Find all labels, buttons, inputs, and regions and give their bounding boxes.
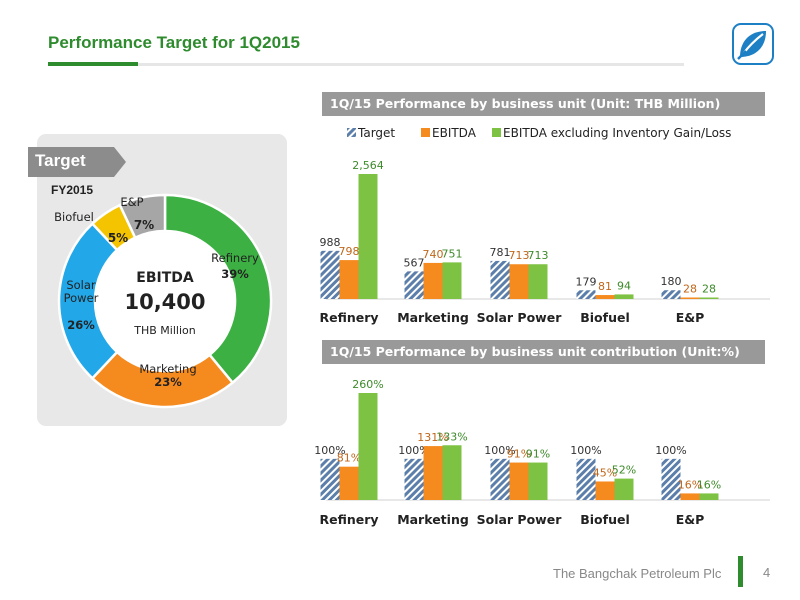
page-title: Performance Target for 1Q2015 — [48, 33, 300, 52]
chart2-category-label-0: Refinery — [319, 512, 378, 527]
chart2-bar-0-0 — [320, 458, 340, 500]
segment-label-marketing: Marketing 23% — [139, 362, 197, 390]
chart1-bar-2-2 — [528, 264, 548, 299]
chart2-bar-3-0 — [576, 458, 596, 500]
footer-company: The Bangchak Petroleum Plc — [553, 566, 722, 581]
chart2-category-label-3: Biofuel — [580, 512, 630, 527]
chart2-data-label-2-0: 100% — [484, 444, 515, 457]
chart1-bar-2-1 — [509, 264, 529, 299]
segment-label-refinery: Refinery 39% — [211, 251, 259, 282]
segment-label-ep: E&P — [120, 195, 144, 209]
chart2-data-label-0-1: 81% — [337, 452, 361, 465]
legend-label-0: Target — [357, 126, 395, 140]
period-label: FY2015 — [51, 183, 94, 197]
chart1-bar-1-0 — [404, 271, 424, 299]
chart2-bar-1-2 — [442, 445, 462, 500]
chart1-bar-3-0 — [576, 290, 596, 299]
chart1-data-label-4-0: 180 — [661, 275, 682, 288]
footer-accent-bar — [738, 556, 743, 587]
chart2-bar-1-1 — [423, 446, 443, 500]
chart2-header: 1Q/15 Performance by business unit contr… — [322, 340, 765, 364]
chart1-bar-0-1 — [339, 260, 359, 299]
chart2-bar-4-2 — [699, 493, 719, 500]
title-underline — [138, 63, 684, 66]
chart1-data-label-3-1: 81 — [598, 280, 612, 293]
chart2-category-label-2: Solar Power — [477, 512, 563, 527]
chart2-data-label-0-0: 100% — [314, 444, 345, 457]
chart1-bar-4-1 — [680, 297, 700, 299]
chart2-bar-2-2 — [528, 462, 548, 500]
chart2-bar-0-2 — [358, 393, 378, 500]
legend-label-1: EBITDA — [432, 126, 477, 140]
chart2-data-label-3-1: 45% — [593, 466, 617, 479]
chart1-category-label-2: Solar Power — [477, 310, 563, 325]
chart1-data-label-4-1: 28 — [683, 283, 697, 296]
chart1-data-label-3-2: 94 — [617, 279, 631, 292]
chart2-data-label-2-1: 91% — [507, 448, 531, 461]
chart2-data-label-2-2: 91% — [526, 448, 550, 461]
chart1-bar-3-2 — [614, 294, 634, 299]
chart2-data-label-1-0: 100% — [398, 444, 429, 457]
chart1-data-label-2-2: 713 — [528, 249, 549, 262]
chart1-bar-1-2 — [442, 262, 462, 299]
chart2-data-label-4-1: 16% — [678, 478, 702, 491]
chart1-data-label-1-2: 751 — [442, 247, 463, 260]
chart2-bar-0-1 — [339, 466, 359, 500]
chart2-data-label-3-0: 100% — [570, 444, 601, 457]
segment-label-biofuel: Biofuel — [54, 210, 94, 224]
chart1-data-label-2-0: 781 — [490, 246, 511, 259]
chart1-category-label-0: Refinery — [319, 310, 378, 325]
chart2-category-label-1: Marketing — [397, 512, 469, 527]
chart1-bar-4-0 — [661, 290, 681, 299]
chart1-bar-0-0 — [320, 250, 340, 299]
chart2-bar-2-1 — [509, 462, 529, 500]
chart1-data-label-0-1: 798 — [339, 245, 360, 258]
chart2-data-label-1-1: 131% — [417, 431, 448, 444]
chart1-data-label-0-2: 2,564 — [352, 159, 384, 172]
chart1-data-label-1-0: 567 — [404, 256, 425, 269]
bangchak-leaf-logo-icon — [732, 23, 774, 65]
chart2-data-label-1-2: 133% — [436, 430, 467, 443]
legend-swatch-2 — [492, 128, 501, 137]
chart1-data-label-4-2: 28 — [702, 283, 716, 296]
chart1-category-label-3: Biofuel — [580, 310, 630, 325]
chart1-data-label-2-1: 713 — [509, 249, 530, 262]
chart1-data-label-0-0: 988 — [320, 236, 341, 249]
chart2-data-label-0-2: 260% — [352, 378, 383, 391]
chart1-bar-0-2 — [358, 174, 378, 299]
chart1-bar-1-1 — [423, 262, 443, 299]
chart1-header: 1Q/15 Performance by business unit (Unit… — [322, 92, 765, 116]
chart2-bar-3-1 — [595, 481, 615, 500]
donut-center-title: EBITDA — [136, 270, 194, 286]
legend-label-2: EBITDA excluding Inventory Gain/Loss — [503, 126, 731, 140]
donut-center-value: 10,400 — [124, 290, 206, 314]
chart2-data-label-4-0: 100% — [655, 444, 686, 457]
page-number: 4 — [763, 565, 771, 580]
segment-pct-ep: 7% — [133, 218, 155, 232]
legend-swatch-1 — [421, 128, 430, 137]
chart2-bar-3-2 — [614, 478, 634, 500]
chart1-category-label-1: Marketing — [397, 310, 469, 325]
segment-pct-biofuel: 5% — [107, 231, 129, 245]
title-underline-accent — [48, 62, 138, 66]
segment-label-solar: Solar Power 26% — [63, 278, 99, 332]
chart2-data-label-4-2: 16% — [697, 478, 721, 491]
chart1-bar-3-1 — [595, 295, 615, 299]
chart1-category-label-4: E&P — [676, 310, 705, 325]
chart1-data-label-1-1: 740 — [423, 248, 444, 261]
chart2-category-label-4: E&P — [676, 512, 705, 527]
chart2-bar-4-0 — [661, 458, 681, 500]
chart2-data-label-3-2: 52% — [612, 464, 636, 477]
chart2-bar-1-0 — [404, 458, 424, 500]
target-tag-shape — [28, 147, 126, 177]
donut-center-unit: THB Million — [134, 324, 196, 337]
chart2-bar-4-1 — [680, 493, 700, 500]
target-tag: Target — [35, 151, 86, 170]
chart2-bar-2-0 — [490, 458, 510, 500]
chart1-bar-2-0 — [490, 260, 510, 299]
chart1-data-label-3-0: 179 — [576, 275, 597, 288]
chart1-bar-4-2 — [699, 297, 719, 299]
legend-swatch-0 — [347, 128, 356, 137]
